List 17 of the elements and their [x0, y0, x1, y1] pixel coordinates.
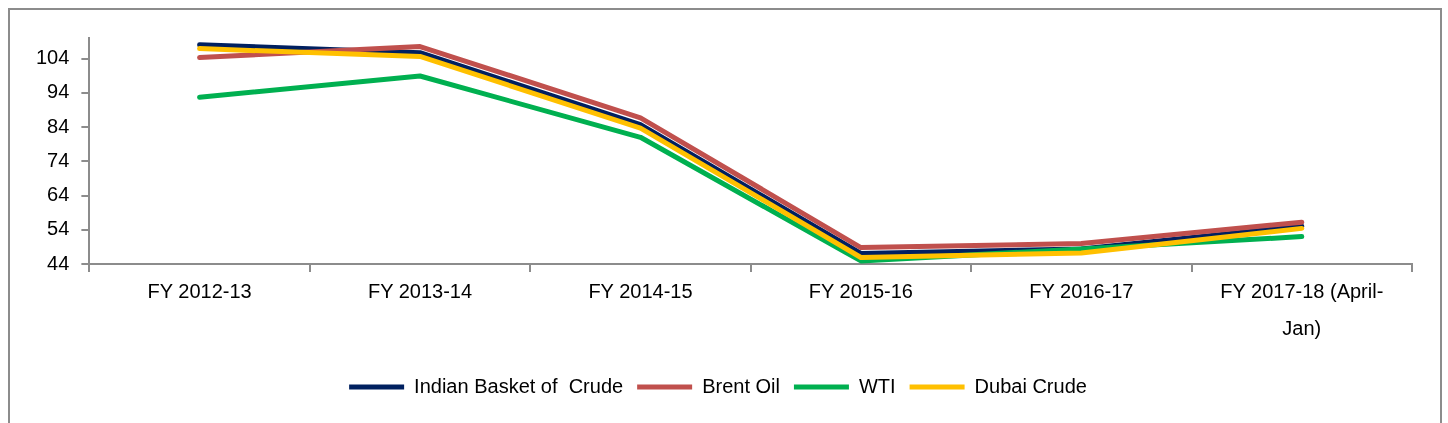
legend-label: WTI [858, 374, 896, 397]
y-tick-label: 74 [47, 148, 70, 171]
legend-label: Indian Basket of Crude [414, 374, 624, 397]
x-tick-label: FY 2017-18 (April-Jan) [1220, 280, 1384, 340]
y-tick-label: 44 [47, 251, 70, 274]
y-tick-label: 104 [35, 46, 70, 69]
y-tick-label: 54 [47, 217, 70, 240]
y-tick-label: 94 [47, 80, 70, 103]
x-tick-label: FY 2015-16 [808, 280, 913, 303]
y-tick-label: 84 [47, 114, 70, 137]
legend-label: Brent Oil [702, 374, 780, 397]
x-tick-label: FY 2014-15 [588, 280, 693, 303]
x-tick-label: FY 2016-17 [1029, 280, 1134, 303]
x-tick-label: FY 2013-14 [367, 280, 473, 303]
x-tick-label: FY 2012-13 [147, 280, 252, 303]
legend-label: Dubai Crude [974, 374, 1087, 397]
y-tick-label: 64 [47, 183, 70, 206]
